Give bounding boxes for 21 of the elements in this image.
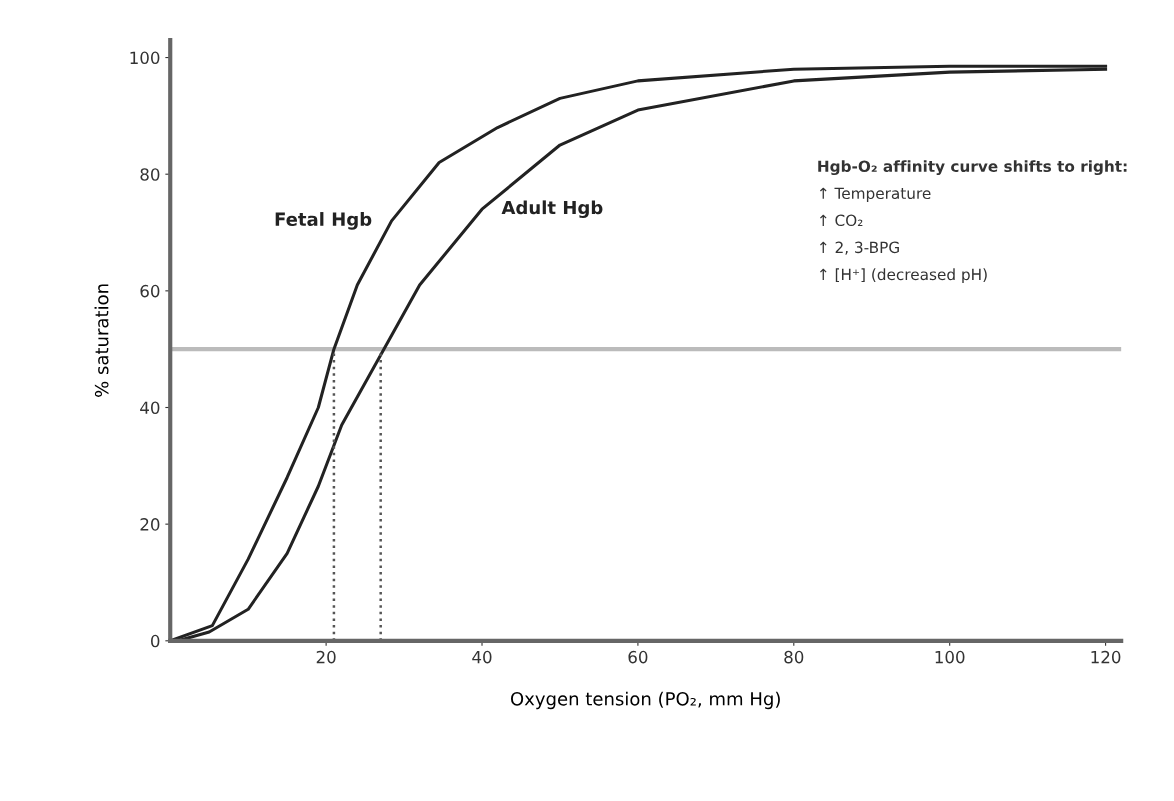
y-tick-label: 20 (140, 518, 160, 531)
y-tick-label: 100 (130, 51, 160, 65)
y-axis-title: % saturation (94, 284, 109, 397)
x-tick-label: 100 (935, 650, 965, 664)
y-tick-label: 80 (140, 168, 160, 181)
x-tick-label: 40 (472, 650, 492, 664)
annotation: ↑ CO₂ (819, 214, 863, 227)
annotation: ↑ [H⁺] (decreased pH) (819, 268, 987, 284)
annotation: ↑ Temperature (819, 187, 931, 203)
x-tick-label: 60 (628, 650, 648, 664)
series-label: Adult Hgb (501, 200, 603, 218)
x-tick-label: 80 (784, 650, 804, 664)
x-tick-label: 20 (316, 650, 336, 664)
y-tick-label: 60 (140, 284, 160, 298)
series-label: Fetal Hgb (275, 212, 372, 230)
x-tick-label: 120 (1091, 650, 1121, 664)
x-axis-title: Oxygen tension (PO₂, mm Hg) (510, 691, 780, 710)
y-tick-label: 40 (140, 401, 160, 415)
y-tick-label: 0 (151, 634, 160, 648)
annotation: Hgb-O₂ affinity curve shifts to right: (818, 160, 1127, 176)
annotation: ↑ 2, 3-BPG (819, 241, 899, 255)
